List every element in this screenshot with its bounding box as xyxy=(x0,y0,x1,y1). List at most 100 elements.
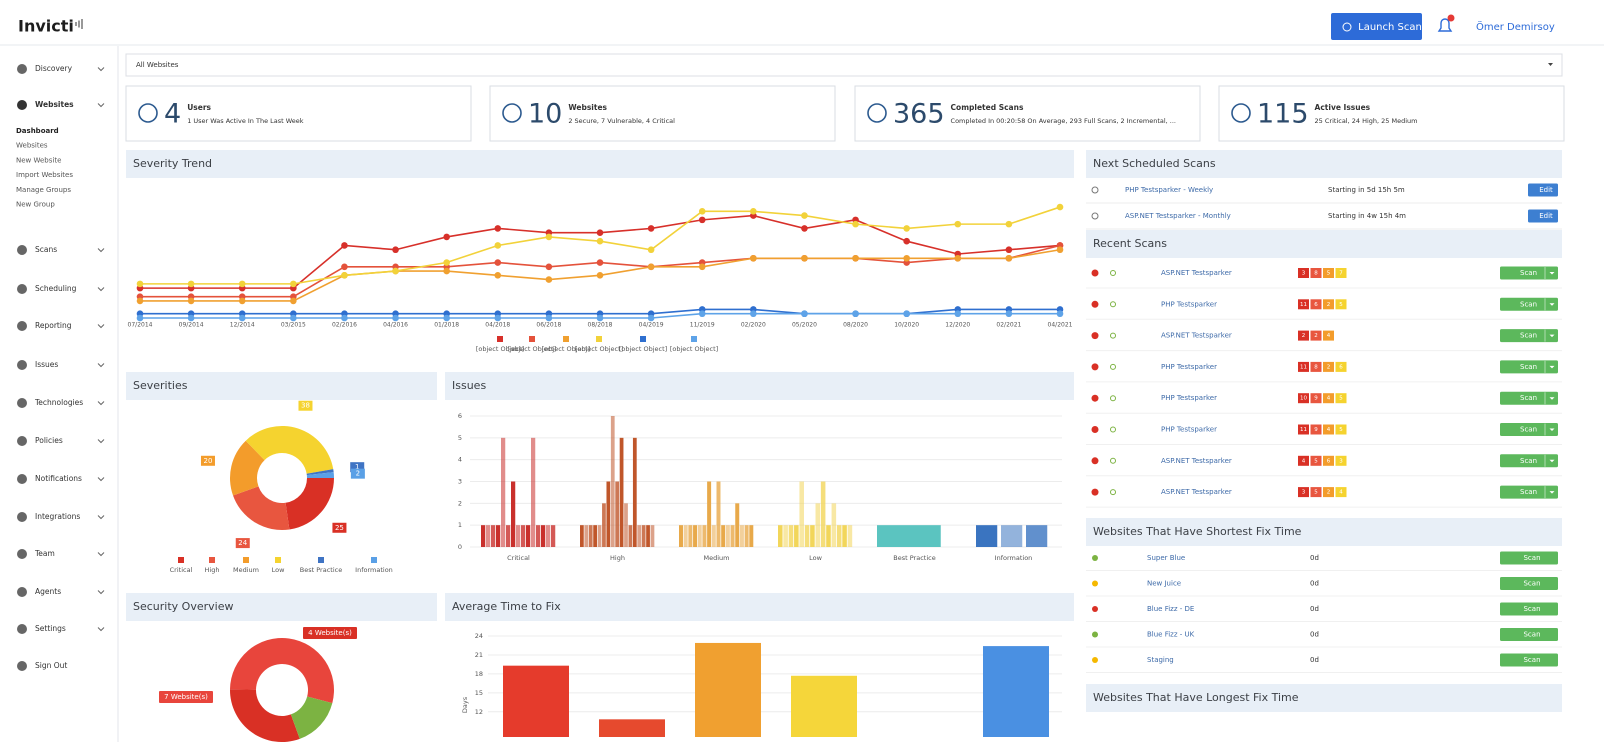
nav-item[interactable]: Settings xyxy=(35,624,66,633)
launch-button[interactable] xyxy=(1331,13,1422,40)
scan-name[interactable]: PHP Testsparker xyxy=(1161,426,1217,434)
button[interactable] xyxy=(1500,628,1558,641)
legend-label: Medium xyxy=(233,566,259,574)
button-label[interactable]: Scan xyxy=(1523,605,1540,613)
button[interactable] xyxy=(1500,485,1558,499)
data-point xyxy=(903,225,910,232)
data-point xyxy=(801,254,808,262)
scan-name[interactable]: PHP Testsparker xyxy=(1161,394,1217,402)
severity-count-box xyxy=(1310,268,1322,278)
nav-item[interactable]: Websites xyxy=(35,100,74,109)
nav-subitem[interactable]: Dashboard xyxy=(16,127,59,135)
nav-item[interactable]: Discovery xyxy=(35,64,73,73)
data-point xyxy=(494,259,502,266)
nav-item[interactable]: Team xyxy=(34,549,55,558)
nav-subitem[interactable]: Manage Groups xyxy=(16,186,71,194)
button-label[interactable]: Scan xyxy=(1520,269,1537,277)
stat-value: 10 xyxy=(528,99,562,130)
scan-name[interactable]: ASP.NET Testsparker xyxy=(1161,332,1232,340)
nav-item[interactable]: Technologies xyxy=(34,398,83,407)
button[interactable] xyxy=(1528,183,1558,197)
button[interactable] xyxy=(1500,391,1558,405)
button-label[interactable]: Scan xyxy=(1520,394,1537,402)
button[interactable] xyxy=(1500,551,1558,565)
button[interactable] xyxy=(1500,360,1558,374)
button-label[interactable]: Scan xyxy=(1520,457,1537,465)
website-name[interactable]: Staging xyxy=(1147,656,1174,664)
button[interactable] xyxy=(1500,653,1558,667)
button-label[interactable]: Scan xyxy=(1523,631,1540,639)
nav-subitem[interactable]: New Website xyxy=(16,156,61,164)
y-tick-label: 1 xyxy=(458,521,462,529)
caret xyxy=(1549,365,1555,369)
filter-select[interactable] xyxy=(125,53,1563,77)
launch-button-label[interactable]: Launch Scan xyxy=(1358,22,1422,33)
scan-name[interactable]: PHP Testsparker - Weekly xyxy=(1125,186,1213,194)
nav-item[interactable]: Scans xyxy=(35,245,57,254)
nav-subitem[interactable]: Import Websites xyxy=(16,171,73,179)
button[interactable] xyxy=(1500,577,1558,590)
nav-item[interactable]: Notifications xyxy=(35,474,82,483)
button[interactable] xyxy=(1528,209,1558,223)
nav-icon xyxy=(17,64,27,74)
clock-icon xyxy=(1091,212,1099,220)
severity-count-box xyxy=(1323,393,1334,404)
website-name[interactable]: Blue Fizz - UK xyxy=(1147,631,1195,639)
status-icon xyxy=(1110,301,1116,308)
website-name[interactable]: Blue Fizz - DE xyxy=(1147,605,1194,613)
button[interactable] xyxy=(1500,329,1558,343)
scan-name[interactable]: ASP.NET Testsparker xyxy=(1161,269,1232,277)
severity-count-box xyxy=(1310,393,1322,404)
data-point xyxy=(1056,203,1064,211)
button-label[interactable]: Scan xyxy=(1520,363,1537,371)
nav-item[interactable]: Reporting xyxy=(35,321,72,330)
data-point xyxy=(954,310,962,318)
scan-name[interactable]: ASP.NET Testsparker - Monthly xyxy=(1125,212,1231,220)
scan-name[interactable]: ASP.NET Testsparker xyxy=(1161,488,1232,496)
button[interactable] xyxy=(1500,423,1558,436)
user-menu[interactable]: Ömer Demirsoy xyxy=(1476,20,1555,33)
nav-item[interactable]: Sign Out xyxy=(35,661,67,670)
caret xyxy=(1548,63,1553,66)
filter-label[interactable]: All Websites xyxy=(136,61,179,69)
severity-count: 5 xyxy=(1339,396,1343,402)
bar xyxy=(739,525,744,547)
website-name[interactable]: Super Blue xyxy=(1147,554,1185,562)
scan-name[interactable]: PHP Testsparker xyxy=(1161,300,1217,308)
nav-item[interactable]: Scheduling xyxy=(35,284,77,293)
button-label[interactable]: Scan xyxy=(1523,554,1540,562)
severity-count-box xyxy=(1298,361,1309,372)
button[interactable] xyxy=(1500,454,1558,468)
button-label[interactable]: Scan xyxy=(1523,656,1540,664)
x-tick-label: Best Practice xyxy=(893,554,935,562)
value-label-box xyxy=(332,522,347,533)
nav-item[interactable]: Agents xyxy=(35,587,61,596)
x-tick-label: 05/2020 xyxy=(792,322,817,329)
button-label[interactable]: Scan xyxy=(1520,332,1537,340)
scan-name[interactable]: PHP Testsparker xyxy=(1161,363,1217,371)
button-label[interactable]: Edit xyxy=(1539,212,1553,220)
value-label-box xyxy=(159,691,213,703)
bar xyxy=(842,525,847,547)
nav-subitem[interactable]: Websites xyxy=(16,142,48,150)
button-label[interactable]: Edit xyxy=(1539,186,1553,194)
data-point xyxy=(545,314,553,322)
button[interactable] xyxy=(1500,266,1558,280)
button[interactable] xyxy=(1500,602,1558,616)
nav-item[interactable]: Policies xyxy=(35,436,63,445)
button-label[interactable]: Scan xyxy=(1520,300,1537,308)
button-label[interactable]: Scan xyxy=(1523,580,1540,588)
scan-name[interactable]: ASP.NET Testsparker xyxy=(1161,457,1232,465)
button-label[interactable]: Scan xyxy=(1520,426,1537,434)
nav-item[interactable]: Issues xyxy=(35,360,58,369)
fix-time: 0d xyxy=(1310,631,1319,639)
nav-subitem[interactable]: New Group xyxy=(16,201,55,209)
bar xyxy=(836,525,842,547)
bell-icon[interactable] xyxy=(1437,18,1453,32)
stat-label: Users xyxy=(187,103,211,112)
y-tick-label: 24 xyxy=(475,632,483,640)
nav-item[interactable]: Integrations xyxy=(35,512,80,521)
button[interactable] xyxy=(1500,297,1558,311)
button-label[interactable]: Scan xyxy=(1520,488,1537,496)
website-name[interactable]: New Juice xyxy=(1147,580,1181,588)
